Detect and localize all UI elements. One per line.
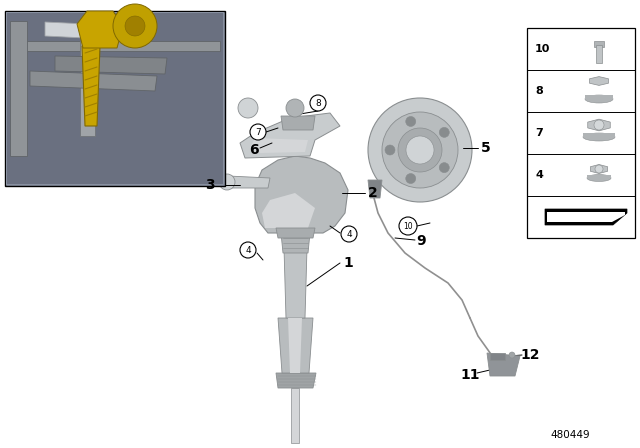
Bar: [587, 175, 611, 178]
Text: 11: 11: [460, 368, 480, 382]
Polygon shape: [284, 248, 307, 318]
Bar: [291, 388, 299, 443]
Polygon shape: [255, 156, 348, 233]
Circle shape: [250, 124, 266, 140]
Polygon shape: [55, 56, 167, 74]
Circle shape: [368, 98, 472, 202]
Circle shape: [439, 163, 449, 172]
Polygon shape: [589, 77, 609, 86]
Text: 7: 7: [535, 128, 543, 138]
Circle shape: [341, 226, 357, 242]
Text: 4: 4: [346, 229, 352, 238]
Polygon shape: [545, 209, 627, 225]
Polygon shape: [590, 164, 607, 173]
Text: 10: 10: [535, 44, 550, 54]
Bar: [527, 28, 635, 238]
Circle shape: [385, 145, 395, 155]
Polygon shape: [80, 41, 95, 136]
Circle shape: [286, 99, 304, 117]
Polygon shape: [10, 21, 27, 156]
Polygon shape: [45, 22, 87, 38]
Circle shape: [125, 16, 145, 36]
Text: 5: 5: [481, 141, 491, 155]
Bar: [7, 13, 223, 184]
Circle shape: [406, 173, 416, 184]
Polygon shape: [82, 46, 100, 126]
Circle shape: [406, 116, 416, 126]
Circle shape: [509, 352, 515, 358]
Polygon shape: [276, 373, 316, 388]
Text: 6: 6: [249, 143, 259, 157]
Polygon shape: [490, 353, 505, 360]
Ellipse shape: [583, 133, 615, 141]
Polygon shape: [250, 138, 308, 153]
Circle shape: [310, 95, 326, 111]
Polygon shape: [281, 233, 310, 253]
Bar: [583, 133, 615, 137]
Polygon shape: [288, 318, 302, 373]
Polygon shape: [228, 176, 270, 188]
Circle shape: [113, 4, 157, 48]
Polygon shape: [262, 193, 315, 228]
Text: 9: 9: [416, 234, 426, 248]
Circle shape: [240, 242, 256, 258]
Circle shape: [219, 174, 235, 190]
Text: 3: 3: [205, 178, 215, 192]
Bar: [585, 95, 613, 99]
Text: 7: 7: [255, 128, 261, 137]
Ellipse shape: [587, 175, 611, 181]
Bar: [6, 12, 224, 185]
Polygon shape: [278, 318, 313, 373]
Text: 4: 4: [535, 170, 543, 180]
Polygon shape: [487, 353, 520, 376]
Polygon shape: [368, 180, 382, 198]
Bar: [594, 41, 604, 47]
Polygon shape: [276, 228, 315, 238]
Polygon shape: [10, 41, 220, 51]
Circle shape: [398, 128, 442, 172]
Polygon shape: [281, 116, 315, 130]
Text: 10: 10: [403, 221, 413, 231]
Circle shape: [382, 112, 458, 188]
Circle shape: [238, 98, 258, 118]
Polygon shape: [30, 71, 157, 91]
Circle shape: [595, 165, 603, 173]
Circle shape: [399, 217, 417, 235]
Circle shape: [594, 120, 604, 130]
Polygon shape: [588, 119, 611, 131]
Text: 8: 8: [315, 99, 321, 108]
Text: 1: 1: [343, 256, 353, 270]
Bar: [596, 45, 602, 63]
Polygon shape: [240, 113, 340, 158]
Text: 480449: 480449: [550, 430, 590, 440]
Ellipse shape: [585, 95, 613, 103]
Bar: [5, 11, 225, 186]
Text: 2: 2: [368, 186, 378, 200]
Circle shape: [439, 127, 449, 138]
Circle shape: [406, 136, 434, 164]
Polygon shape: [547, 212, 625, 222]
Text: 8: 8: [535, 86, 543, 96]
Polygon shape: [77, 11, 123, 48]
Text: 4: 4: [245, 246, 251, 254]
Text: 12: 12: [520, 348, 540, 362]
